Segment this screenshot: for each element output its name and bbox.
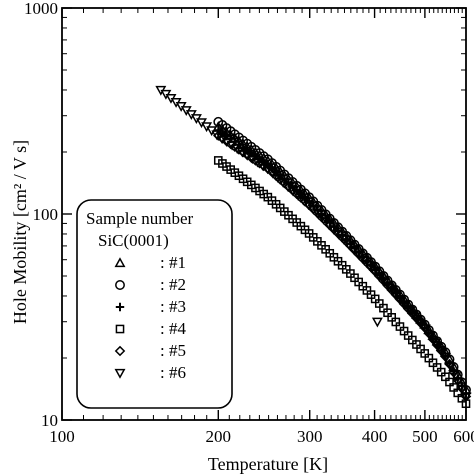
data-point bbox=[302, 200, 314, 210]
y-axis-title: Hole Mobility [cm² / V s] bbox=[10, 140, 30, 324]
data-point bbox=[384, 283, 396, 294]
series-4 bbox=[213, 156, 471, 409]
data-point bbox=[307, 205, 319, 215]
data-point bbox=[394, 295, 406, 305]
x-tick-label: 100 bbox=[49, 427, 75, 446]
data-point bbox=[313, 210, 324, 220]
legend-box bbox=[76, 199, 233, 409]
legend-entry: : #5 bbox=[160, 341, 186, 360]
axis-ticks bbox=[61, 7, 467, 421]
data-point bbox=[389, 289, 401, 300]
data-point bbox=[374, 272, 386, 283]
y-tick-label: 10 bbox=[41, 411, 58, 430]
legend: Sample number SiC(0001) : #1 : #2 : #3 : #4… bbox=[76, 199, 233, 409]
data-point bbox=[358, 256, 370, 266]
x-tick-label: 300 bbox=[297, 427, 323, 446]
data-point bbox=[455, 382, 467, 393]
legend-marker bbox=[114, 368, 126, 379]
data-point bbox=[414, 318, 426, 329]
data-point bbox=[328, 225, 340, 235]
series-6 bbox=[155, 85, 472, 403]
data-point bbox=[430, 338, 441, 349]
legend-marker bbox=[115, 324, 125, 334]
legend-entry: : #1 bbox=[160, 253, 186, 272]
x-axis-title: Temperature [K] bbox=[208, 454, 328, 474]
legend-entry: : #3 bbox=[160, 297, 186, 316]
data-point bbox=[435, 345, 447, 356]
x-tick-label: 500 bbox=[412, 427, 438, 446]
x-tick-label: 600 bbox=[453, 427, 474, 446]
data-point bbox=[343, 240, 355, 251]
legend-marker bbox=[115, 302, 125, 312]
legend-marker bbox=[114, 257, 126, 268]
legend-title: Sample number bbox=[86, 209, 194, 228]
legend-marker bbox=[114, 345, 126, 357]
data-point bbox=[363, 261, 375, 272]
legend-marker bbox=[115, 280, 125, 290]
legend-entry: : #6 bbox=[160, 363, 186, 382]
x-tick-label: 200 bbox=[206, 427, 232, 446]
data-point bbox=[404, 306, 416, 317]
data-points bbox=[155, 85, 472, 409]
data-point bbox=[323, 220, 335, 230]
legend-subtitle: SiC(0001) bbox=[98, 231, 169, 250]
data-point bbox=[379, 277, 391, 288]
data-point bbox=[399, 300, 411, 311]
y-tick-label: 1000 bbox=[24, 0, 58, 18]
data-point bbox=[333, 230, 345, 240]
tick-labels: 100200300400500600101001000 bbox=[24, 0, 474, 446]
data-point bbox=[353, 250, 365, 261]
data-point bbox=[348, 245, 360, 256]
legend-entry: : #2 bbox=[160, 275, 186, 294]
data-point bbox=[445, 362, 457, 373]
data-point bbox=[318, 215, 330, 225]
x-tick-label: 400 bbox=[362, 427, 388, 446]
y-tick-label: 100 bbox=[33, 205, 59, 224]
data-point bbox=[424, 331, 436, 342]
data-point bbox=[450, 372, 462, 383]
data-point bbox=[338, 235, 350, 245]
data-point bbox=[460, 392, 472, 403]
data-point bbox=[371, 317, 383, 328]
data-point bbox=[440, 352, 452, 363]
data-point bbox=[368, 266, 380, 277]
legend-entry: : #4 bbox=[160, 319, 186, 338]
data-point bbox=[419, 324, 431, 335]
data-point bbox=[409, 312, 421, 323]
